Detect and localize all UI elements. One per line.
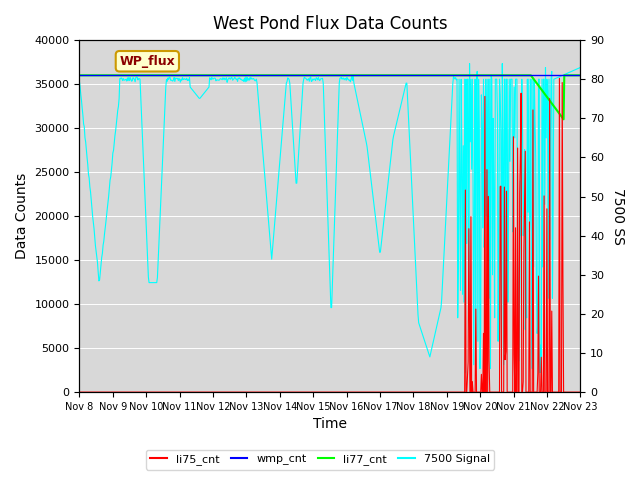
Y-axis label: 7500 SS: 7500 SS — [611, 188, 625, 244]
Title: West Pond Flux Data Counts: West Pond Flux Data Counts — [212, 15, 447, 33]
Legend: li75_cnt, wmp_cnt, li77_cnt, 7500 Signal: li75_cnt, wmp_cnt, li77_cnt, 7500 Signal — [146, 450, 494, 469]
Y-axis label: Data Counts: Data Counts — [15, 173, 29, 259]
X-axis label: Time: Time — [313, 418, 347, 432]
Text: WP_flux: WP_flux — [120, 55, 175, 68]
